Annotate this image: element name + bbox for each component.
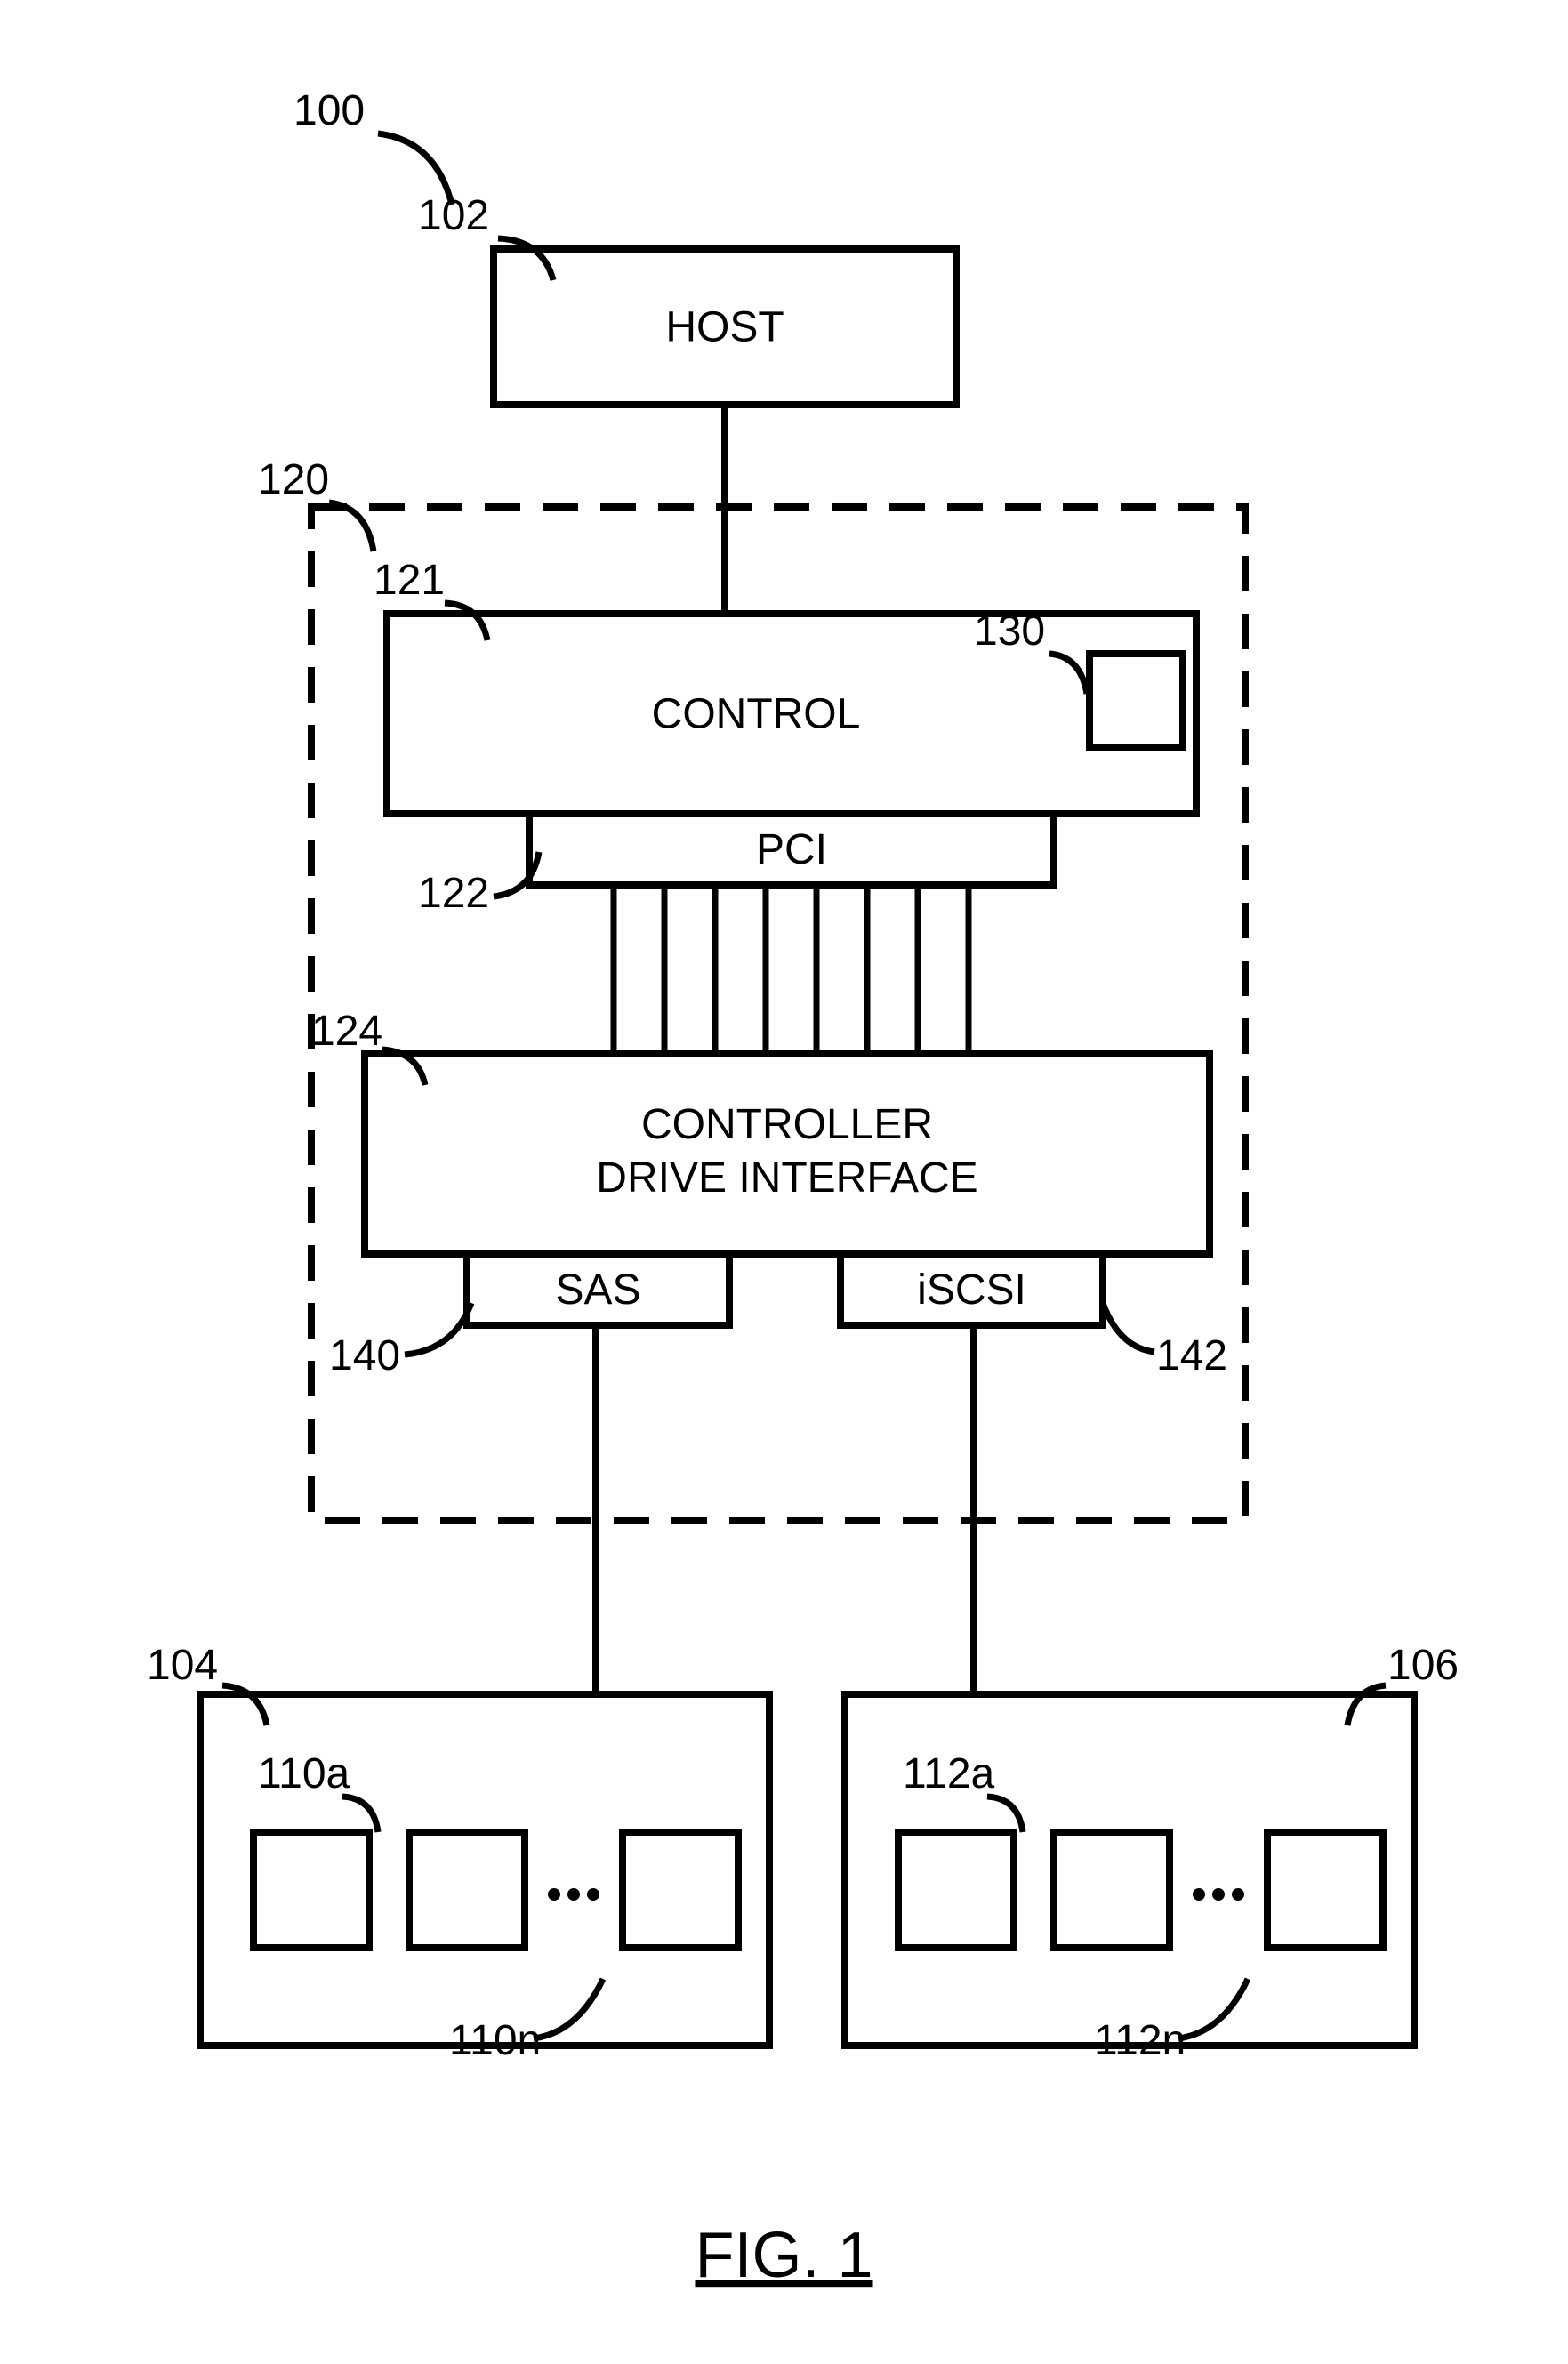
drive-if-label-2: DRIVE INTERFACE: [596, 1154, 977, 1202]
iscsi-label: iSCSI: [917, 1266, 1026, 1314]
callout-text-drives_right: 106: [1387, 1642, 1459, 1689]
callout-text-control_sub: 130: [974, 607, 1045, 655]
callout-text-system: 100: [293, 87, 365, 134]
ellipsis-dot: [548, 1888, 560, 1901]
drive-if-label-1: CONTROLLER: [641, 1101, 933, 1148]
ellipsis-dot: [1232, 1888, 1244, 1901]
callout-text-drive_left_first: 110a: [258, 1750, 350, 1797]
ellipsis-dot: [587, 1888, 599, 1901]
callout-text-control: 121: [374, 557, 445, 604]
callout-text-drive_if: 124: [311, 1008, 382, 1055]
ellipsis-dot: [1193, 1888, 1205, 1901]
figure-caption: FIG. 1: [695, 2220, 872, 2291]
drive-left-slot-0: [253, 1832, 369, 1948]
drive-left-slot-2: [623, 1832, 738, 1948]
callout-leader-iscsi: [1103, 1303, 1154, 1352]
pci-label: PCI: [756, 826, 827, 873]
control-sub-block: [1090, 654, 1183, 747]
callout-text-sas: 140: [329, 1332, 400, 1379]
callout-text-drive_right_last: 112n: [1094, 2017, 1186, 2064]
host-label: HOST: [665, 304, 784, 351]
control-label: CONTROL: [652, 691, 861, 738]
figure-1-diagram: HOST CONTROL PCI CONTROLLER DRIVE INTERFACE S…: [0, 0, 1568, 2364]
callout-text-host: 102: [418, 192, 489, 239]
callout-text-drives_left: 104: [147, 1642, 218, 1689]
drive-right-slot-2: [1267, 1832, 1383, 1948]
callout-text-iscsi: 142: [1156, 1332, 1227, 1379]
ellipsis-dot: [1212, 1888, 1225, 1901]
sas-label: SAS: [555, 1266, 640, 1314]
callout-leader-sas: [405, 1303, 471, 1355]
callout-text-drive_left_last: 110n: [449, 2017, 541, 2064]
callout-text-drive_right_first: 112a: [903, 1750, 995, 1797]
drive-left-slot-1: [409, 1832, 525, 1948]
callout-text-pci: 122: [418, 870, 489, 917]
drive-right-slot-0: [898, 1832, 1014, 1948]
drive-right-slot-1: [1054, 1832, 1170, 1948]
callout-text-enclosure: 120: [258, 456, 329, 503]
ellipsis-dot: [567, 1888, 580, 1901]
